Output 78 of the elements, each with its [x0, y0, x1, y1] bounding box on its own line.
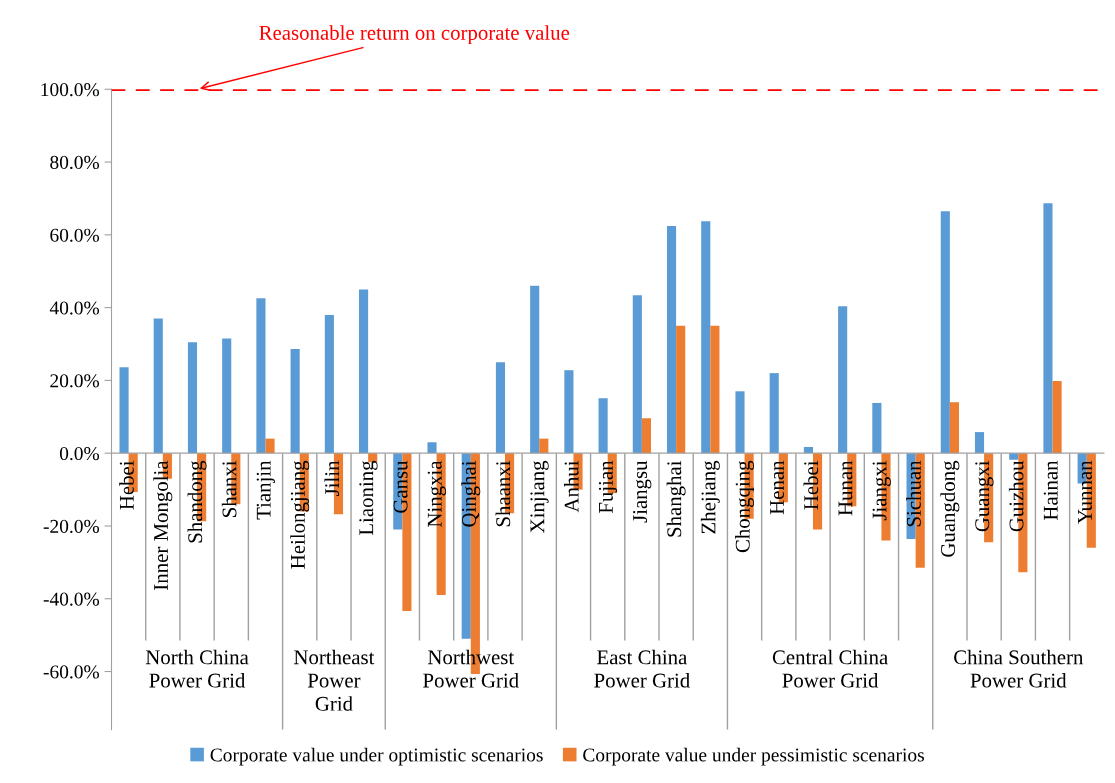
bar: [803, 446, 813, 454]
y-tick-label: 40.0%: [49, 301, 100, 315]
bar: [710, 325, 720, 454]
ref-line-label: Reasonable return on corporate value: [259, 25, 570, 45]
annotation: Central China Power Grid: [772, 649, 888, 688]
y-tick-label: -20.0%: [43, 519, 100, 533]
x-tick-label: Qinghai: [461, 460, 481, 527]
x-tick-label: Xinjiang: [530, 460, 549, 533]
bar: [359, 289, 369, 454]
bar: [769, 373, 779, 454]
x-tick-label: Liaoning: [359, 460, 378, 536]
bar: [872, 402, 882, 454]
x-tick-label: Zhejiang: [700, 460, 720, 534]
x-tick-label: Ningxia: [427, 460, 447, 527]
x-tick-label: Inner Mongolia: [153, 460, 173, 590]
bar: [1043, 203, 1053, 454]
x-tick-label: Henan: [770, 460, 784, 515]
bar: [641, 418, 652, 454]
x-tick-label: Shanghai: [666, 460, 686, 537]
bar: [666, 226, 677, 454]
annotation: Northeast Power Grid: [294, 649, 375, 711]
x-tick-label: Hunan: [838, 460, 853, 516]
x-tick-label: Chongqing: [735, 460, 755, 553]
bar: [949, 402, 959, 454]
bar: [427, 442, 437, 454]
y-tick-label: -40.0%: [43, 592, 100, 606]
y-tick-label: 0.0%: [59, 446, 100, 461]
x-tick-label: Shandong: [187, 460, 207, 543]
legend-label: Corporate value under optimistic scenarios: [210, 747, 543, 766]
x-tick-label: Gansu: [393, 460, 408, 513]
y-tick-label: 60.0%: [50, 228, 100, 242]
x-tick-label: Shanxi: [221, 460, 237, 517]
x-tick-label: Jiangxi: [872, 460, 891, 521]
y-tick-label: 100.0%: [41, 83, 100, 97]
x-tick-label: Anhui: [564, 460, 579, 513]
x-tick-label: Guangxi: [975, 460, 994, 532]
bar: [1052, 381, 1062, 454]
x-tick-label: Sichuan: [906, 460, 921, 527]
bar: [530, 285, 540, 454]
x-tick-label: Guangdong: [940, 460, 960, 557]
bar: [701, 221, 711, 454]
bar: [598, 398, 608, 454]
annotation: China Southern Power Grid: [954, 649, 1084, 688]
bar: [735, 391, 745, 454]
bar: [222, 338, 232, 454]
x-tick-label: Heilongjiang: [290, 460, 310, 569]
bar: [564, 370, 574, 454]
x-tick-label: Guizhou: [1008, 460, 1024, 532]
x-tick-label: Shaanxi: [495, 460, 511, 527]
bar: [838, 306, 848, 454]
bar: [632, 295, 642, 454]
bar: [290, 349, 300, 454]
y-tick-label: 80.0%: [50, 155, 100, 170]
bar: [119, 367, 129, 454]
bar: [153, 318, 163, 454]
bar: [187, 342, 198, 454]
bar: [1009, 453, 1019, 460]
x-tick-label: Hebei: [119, 460, 134, 510]
bar: [256, 298, 266, 454]
bar: [265, 438, 275, 454]
bar: [324, 314, 334, 454]
bar: [676, 325, 686, 454]
bar: [539, 438, 549, 454]
y-tick-label: 20.0%: [50, 374, 100, 388]
annotation: North China Power Grid: [145, 649, 249, 688]
x-tick-label: Hainan: [1043, 460, 1058, 521]
x-tick-label: Jilin: [324, 460, 340, 496]
annotation: East China Power Grid: [594, 649, 690, 688]
x-tick-label: Fujian: [598, 460, 618, 514]
x-tick-label: Jiangsu: [633, 460, 652, 523]
bar: [940, 211, 950, 454]
x-tick-label: Tianjin: [256, 460, 275, 520]
bar: [974, 432, 985, 454]
bar: [495, 362, 506, 454]
x-tick-label: Yunnan: [1078, 460, 1092, 524]
x-tick-label: Hebei: [803, 460, 819, 510]
y-tick-label: -60.0%: [43, 665, 100, 679]
legend-label: Corporate value under pessimistic scenarios: [583, 747, 924, 766]
